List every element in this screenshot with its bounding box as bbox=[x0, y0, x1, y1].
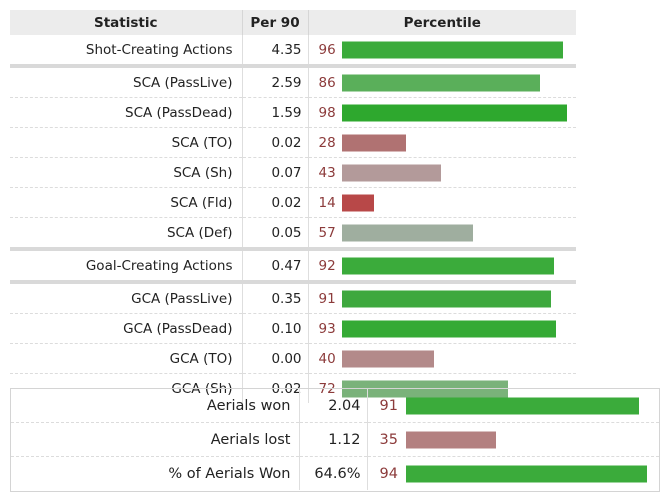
stat-name: Goal-Creating Actions bbox=[10, 247, 243, 283]
per90-value: 0.02 bbox=[242, 187, 309, 218]
table-row: Aerials won 2.04 91 bbox=[11, 389, 659, 423]
percentile-value: 86 bbox=[318, 74, 336, 91]
percentile-value: 43 bbox=[318, 164, 336, 181]
per90-value: 64.6% bbox=[299, 456, 368, 490]
table-row: Aerials lost 1.12 35 bbox=[11, 422, 659, 457]
per90-value: 2.59 bbox=[242, 64, 309, 98]
table-row: SCA (Sh) 0.07 43 bbox=[10, 157, 576, 188]
percentile-value: 91 bbox=[318, 290, 336, 307]
stat-name: GCA (PassDead) bbox=[10, 313, 243, 344]
per90-value: 0.02 bbox=[242, 127, 309, 158]
percentile-cell: 35 bbox=[367, 422, 659, 457]
stat-name: GCA (PassLive) bbox=[10, 280, 243, 314]
per90-value: 0.00 bbox=[242, 343, 309, 374]
per90-value: 1.12 bbox=[299, 422, 368, 457]
percentile-value: 92 bbox=[318, 257, 336, 274]
per90-value: 2.04 bbox=[299, 389, 368, 423]
percentile-cell: 86 bbox=[308, 64, 576, 98]
percentile-value: 96 bbox=[318, 41, 336, 58]
table-header-row: Statistic Per 90 Percentile bbox=[10, 10, 576, 35]
aerials-table: Aerials won 2.04 91 Aerials lost 1.12 35 % of … bbox=[10, 388, 660, 492]
percentile-bar bbox=[405, 431, 496, 448]
percentile-bar bbox=[341, 104, 567, 121]
stat-name: Shot-Creating Actions bbox=[10, 35, 243, 67]
stat-name: SCA (Fld) bbox=[10, 187, 243, 218]
percentile-cell: 92 bbox=[308, 247, 576, 283]
per90-value: 0.10 bbox=[242, 313, 309, 344]
stat-name: GCA (TO) bbox=[10, 343, 243, 374]
percentile-value: 98 bbox=[318, 104, 336, 121]
percentile-bar bbox=[405, 465, 647, 482]
table-row: GCA (PassLive) 0.35 91 bbox=[10, 280, 576, 314]
percentile-value: 57 bbox=[318, 224, 336, 241]
percentile-cell: 91 bbox=[308, 280, 576, 314]
percentile-bar bbox=[405, 397, 639, 414]
percentile-cell: 94 bbox=[367, 457, 659, 491]
per90-value: 0.35 bbox=[242, 280, 309, 314]
header-percentile[interactable]: Percentile bbox=[308, 10, 576, 35]
table-row: Goal-Creating Actions 0.47 92 bbox=[10, 247, 576, 283]
percentile-value: 28 bbox=[318, 134, 336, 151]
per90-value: 0.47 bbox=[242, 247, 309, 283]
stat-name: % of Aerials Won bbox=[11, 456, 300, 490]
percentile-value: 35 bbox=[379, 431, 398, 448]
per90-value: 4.35 bbox=[242, 35, 309, 67]
table-row: SCA (TO) 0.02 28 bbox=[10, 127, 576, 158]
percentile-bar bbox=[341, 290, 551, 307]
table-row: SCA (PassLive) 2.59 86 bbox=[10, 64, 576, 98]
table-row: SCA (Fld) 0.02 14 bbox=[10, 187, 576, 218]
percentile-cell: 98 bbox=[308, 97, 576, 128]
per90-value: 1.59 bbox=[242, 97, 309, 128]
stat-name: SCA (PassDead) bbox=[10, 97, 243, 128]
percentile-cell: 40 bbox=[308, 343, 576, 374]
table-row: Shot-Creating Actions 4.35 96 bbox=[10, 35, 576, 67]
percentile-cell: 14 bbox=[308, 187, 576, 218]
table-row: GCA (TO) 0.00 40 bbox=[10, 343, 576, 374]
percentile-bar bbox=[341, 320, 556, 337]
stat-name: SCA (PassLive) bbox=[10, 64, 243, 98]
sca-gca-table: Statistic Per 90 Percentile Shot-Creatin… bbox=[10, 10, 576, 403]
stat-name: Aerials won bbox=[11, 389, 300, 423]
percentile-cell: 57 bbox=[308, 217, 576, 250]
percentile-cell: 96 bbox=[308, 35, 576, 67]
percentile-cell: 91 bbox=[367, 389, 659, 423]
table-row: SCA (PassDead) 1.59 98 bbox=[10, 97, 576, 128]
percentile-cell: 28 bbox=[308, 127, 576, 158]
percentile-cell: 93 bbox=[308, 313, 576, 344]
stat-name: SCA (Sh) bbox=[10, 157, 243, 188]
table-row: GCA (PassDead) 0.10 93 bbox=[10, 313, 576, 344]
percentile-value: 14 bbox=[318, 194, 336, 211]
percentile-bar bbox=[341, 350, 434, 367]
stat-name: SCA (TO) bbox=[10, 127, 243, 158]
table-row: SCA (Def) 0.05 57 bbox=[10, 217, 576, 250]
header-per90[interactable]: Per 90 bbox=[242, 10, 309, 35]
percentile-bar bbox=[341, 224, 473, 241]
percentile-bar bbox=[341, 134, 406, 151]
percentile-bar bbox=[341, 164, 441, 181]
percentile-bar bbox=[341, 194, 374, 211]
table-row: % of Aerials Won 64.6% 94 bbox=[11, 456, 659, 491]
percentile-bar bbox=[341, 74, 540, 91]
percentile-value: 93 bbox=[318, 320, 336, 337]
stat-name: Aerials lost bbox=[11, 422, 300, 457]
percentile-value: 40 bbox=[318, 350, 336, 367]
per90-value: 0.07 bbox=[242, 157, 309, 188]
percentile-value: 91 bbox=[379, 397, 398, 414]
stat-name: SCA (Def) bbox=[10, 217, 243, 250]
percentile-bar bbox=[341, 257, 554, 274]
percentile-value: 94 bbox=[379, 465, 398, 482]
percentile-bar bbox=[341, 41, 563, 58]
percentile-cell: 43 bbox=[308, 157, 576, 188]
per90-value: 0.05 bbox=[242, 217, 309, 250]
header-statistic[interactable]: Statistic bbox=[10, 10, 243, 35]
